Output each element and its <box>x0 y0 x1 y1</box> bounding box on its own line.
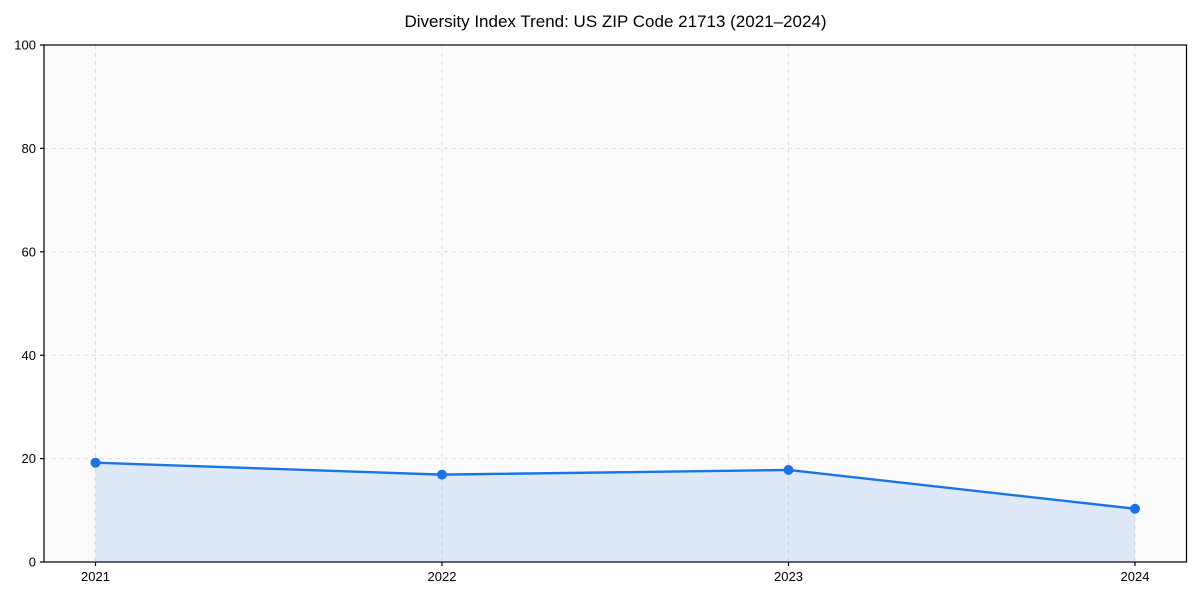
y-tick-label: 80 <box>22 141 36 156</box>
data-point-marker <box>783 464 794 475</box>
chart-title: Diversity Index Trend: US ZIP Code 21713… <box>404 12 827 31</box>
x-tick-label: 2024 <box>1121 569 1150 584</box>
x-tick-label: 2021 <box>81 569 110 584</box>
x-tick-label: 2022 <box>428 569 457 584</box>
area-fill <box>95 462 1135 562</box>
y-tick-label: 60 <box>22 244 36 259</box>
axes-box <box>43 44 1188 563</box>
data-line <box>94 461 1137 510</box>
data-point-marker <box>1130 503 1140 514</box>
data-point-marker <box>90 457 101 468</box>
x-tick-label: 2023 <box>774 569 803 584</box>
y-tick-label: 0 <box>29 555 36 570</box>
y-tick-label: 20 <box>22 451 36 466</box>
plot-area <box>44 45 1187 562</box>
y-tick-label: 100 <box>14 38 36 53</box>
data-point-marker <box>437 469 447 480</box>
y-tick-label: 40 <box>22 348 36 363</box>
